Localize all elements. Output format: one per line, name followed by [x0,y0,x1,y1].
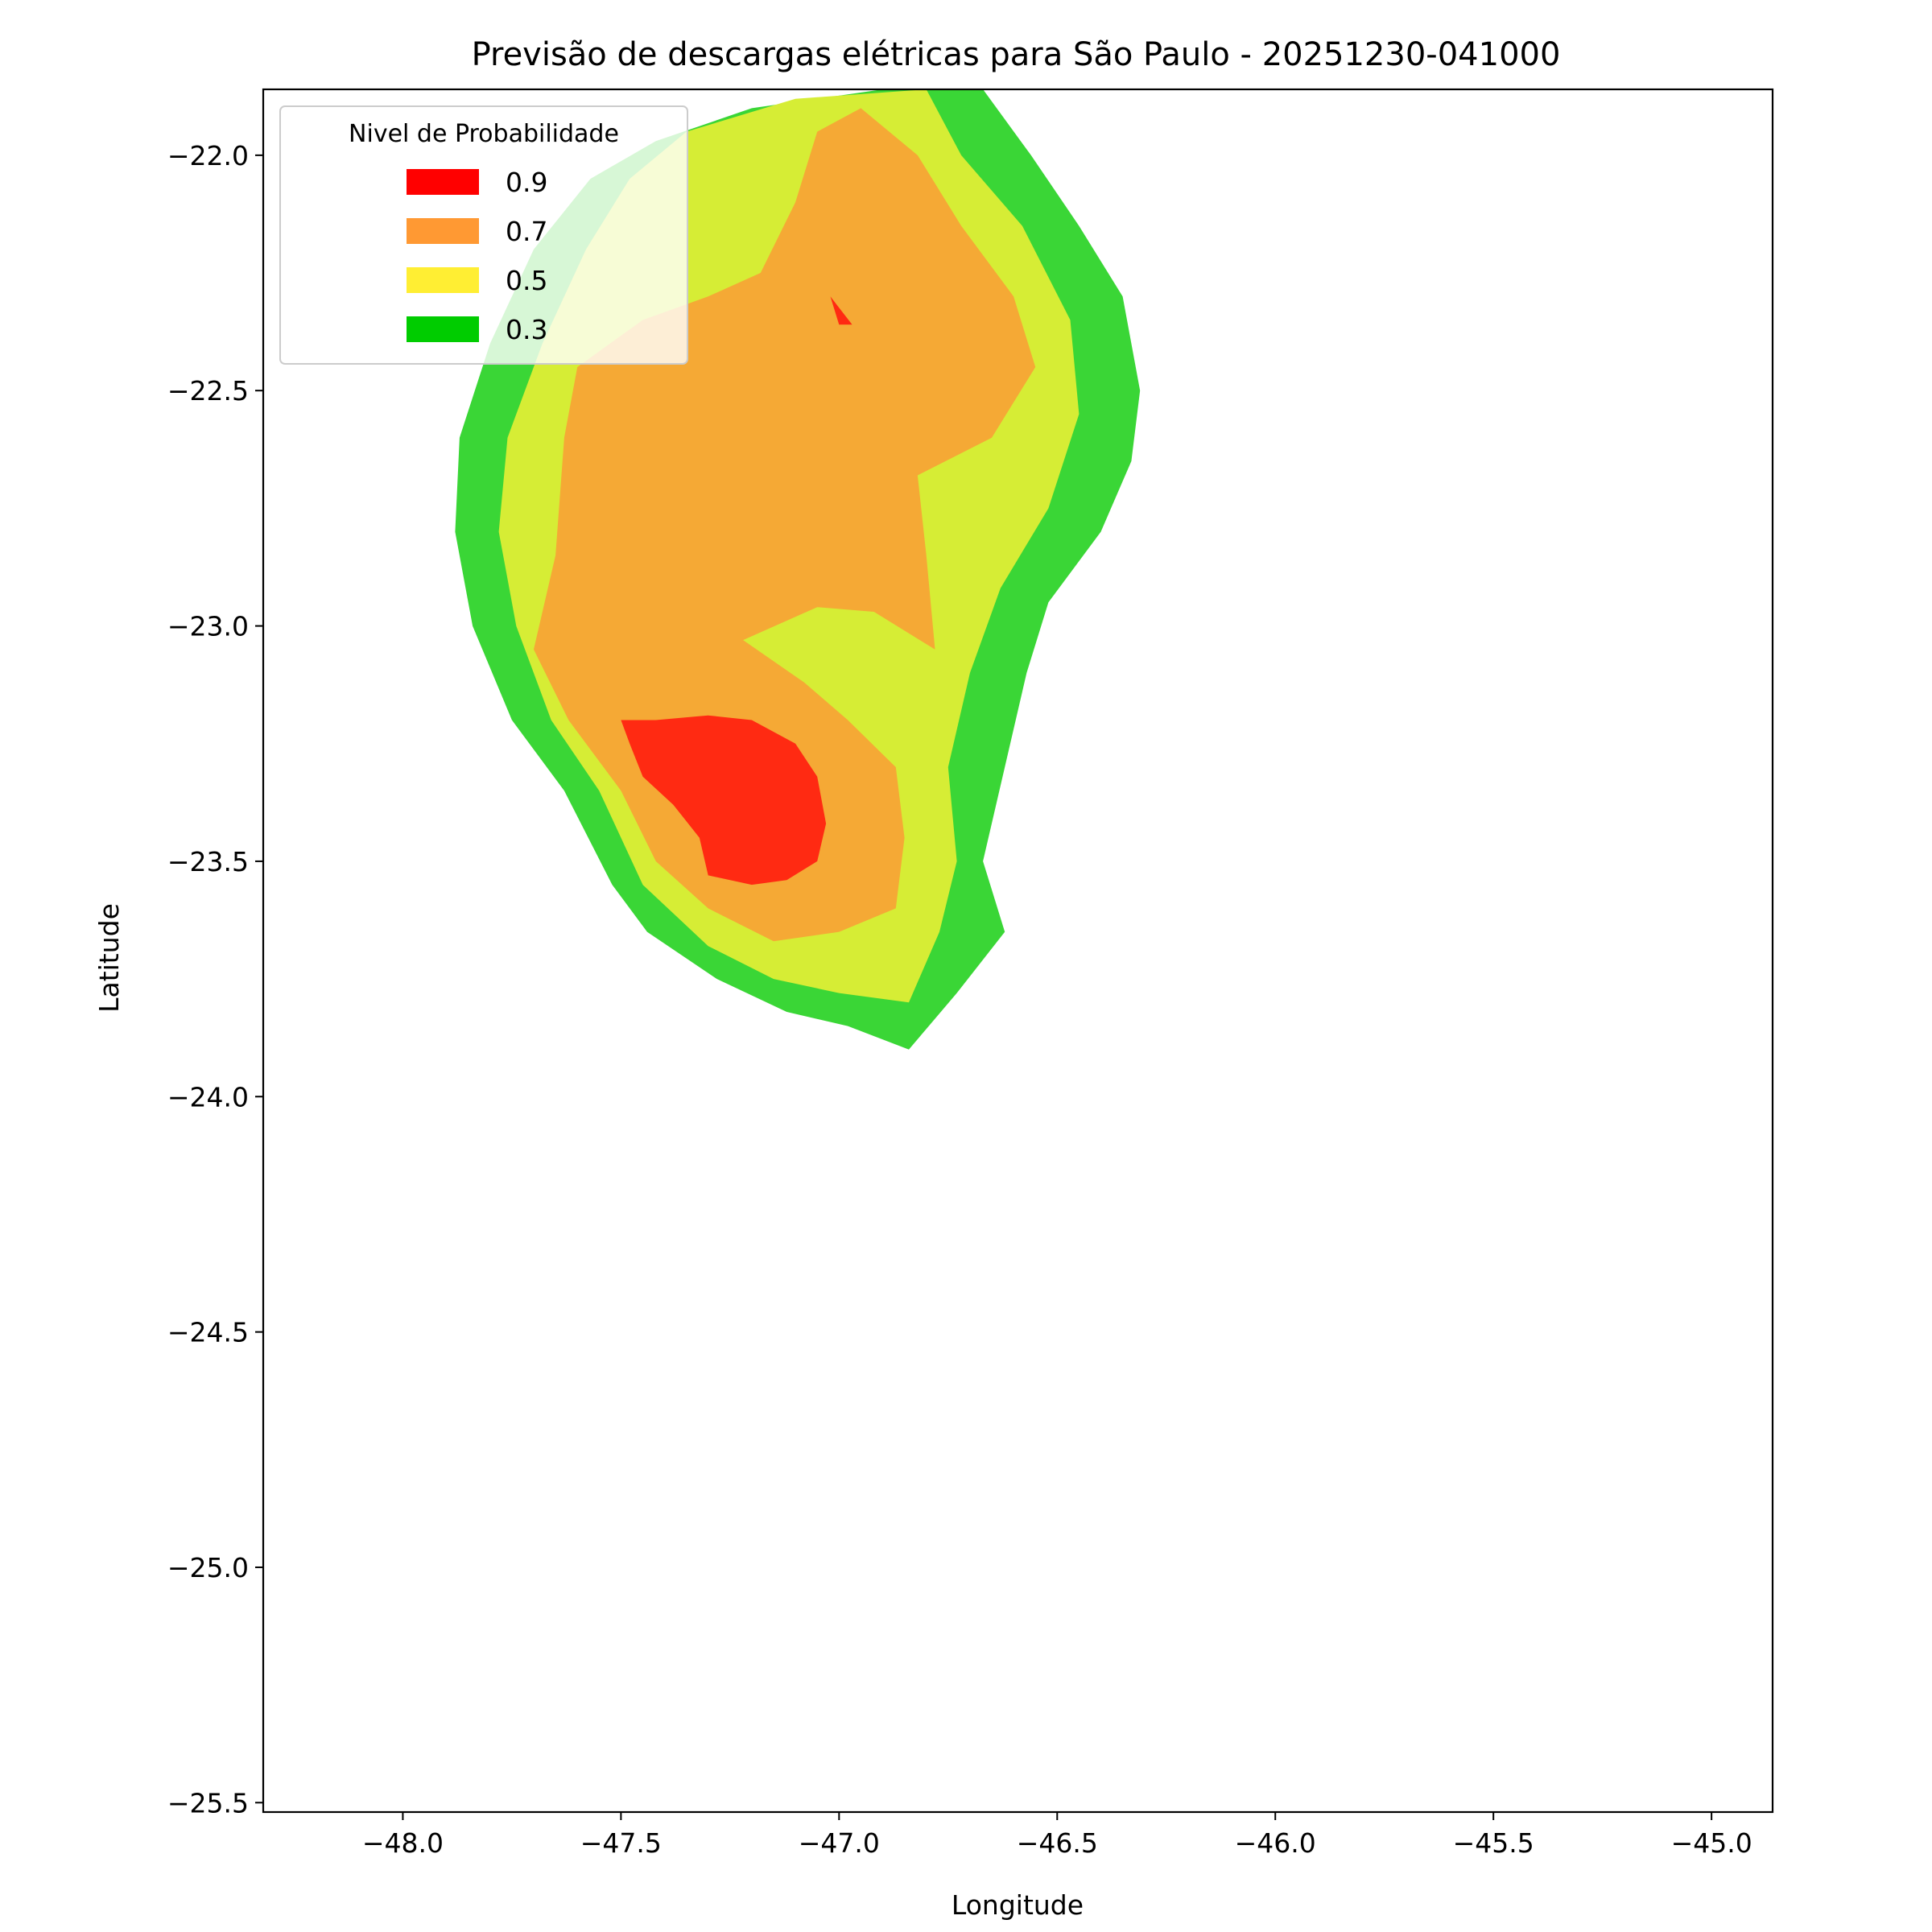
x-tick-label: −46.0 [1235,1827,1316,1859]
legend-swatch-0-9 [407,169,479,195]
x-tick-label: −46.5 [1017,1827,1098,1859]
legend-label-0-3: 0.3 [506,314,547,345]
y-tick-label: −25.5 [167,1787,249,1818]
contour-level-0-9-region-4 [830,296,852,325]
x-axis-label: Longitude [952,1889,1084,1921]
plot-frame [262,88,1774,1814]
legend-swatch-0-3 [407,316,479,342]
y-axis: −22.0 −22.5 −23.0 −23.5 −24.0 −24.5 −25.0 −25.5 [167,140,263,1818]
contour-level-0-9-region-3 [621,715,827,886]
y-tick-label: −24.5 [167,1317,249,1348]
x-tick-label: −47.5 [580,1827,662,1859]
x-tick-label: −48.0 [362,1827,444,1859]
y-tick-label: −22.5 [167,375,249,407]
y-tick-label: −24.0 [167,1081,249,1113]
x-axis: −48.0 −47.5 −47.0 −46.5 −46.0 −45.5 −45.0 [362,1812,1752,1859]
chart-title: Previsão de descargas elétricas para São… [472,36,1561,73]
legend-label-0-7: 0.7 [506,216,547,247]
y-tick-label: −25.0 [167,1552,249,1583]
y-tick-label: −23.0 [167,611,249,642]
legend-box [279,105,688,365]
legend-swatch-0-5 [407,267,479,293]
x-tick-label: −45.0 [1671,1827,1752,1859]
x-tick-label: −45.5 [1453,1827,1534,1859]
y-axis-label: Latitude [93,903,125,1013]
legend-swatch-0-7 [407,218,479,244]
legend-title: Nivel de Probabilidade [349,120,619,148]
legend: Nivel de Probabilidade 0.9 0.7 0.5 0.3 [279,105,688,365]
legend-label-0-9: 0.9 [506,167,547,198]
y-tick-label: −22.0 [167,140,249,171]
legend-label-0-5: 0.5 [506,265,547,296]
y-tick-label: −23.5 [167,846,249,877]
x-tick-label: −47.0 [799,1827,880,1859]
